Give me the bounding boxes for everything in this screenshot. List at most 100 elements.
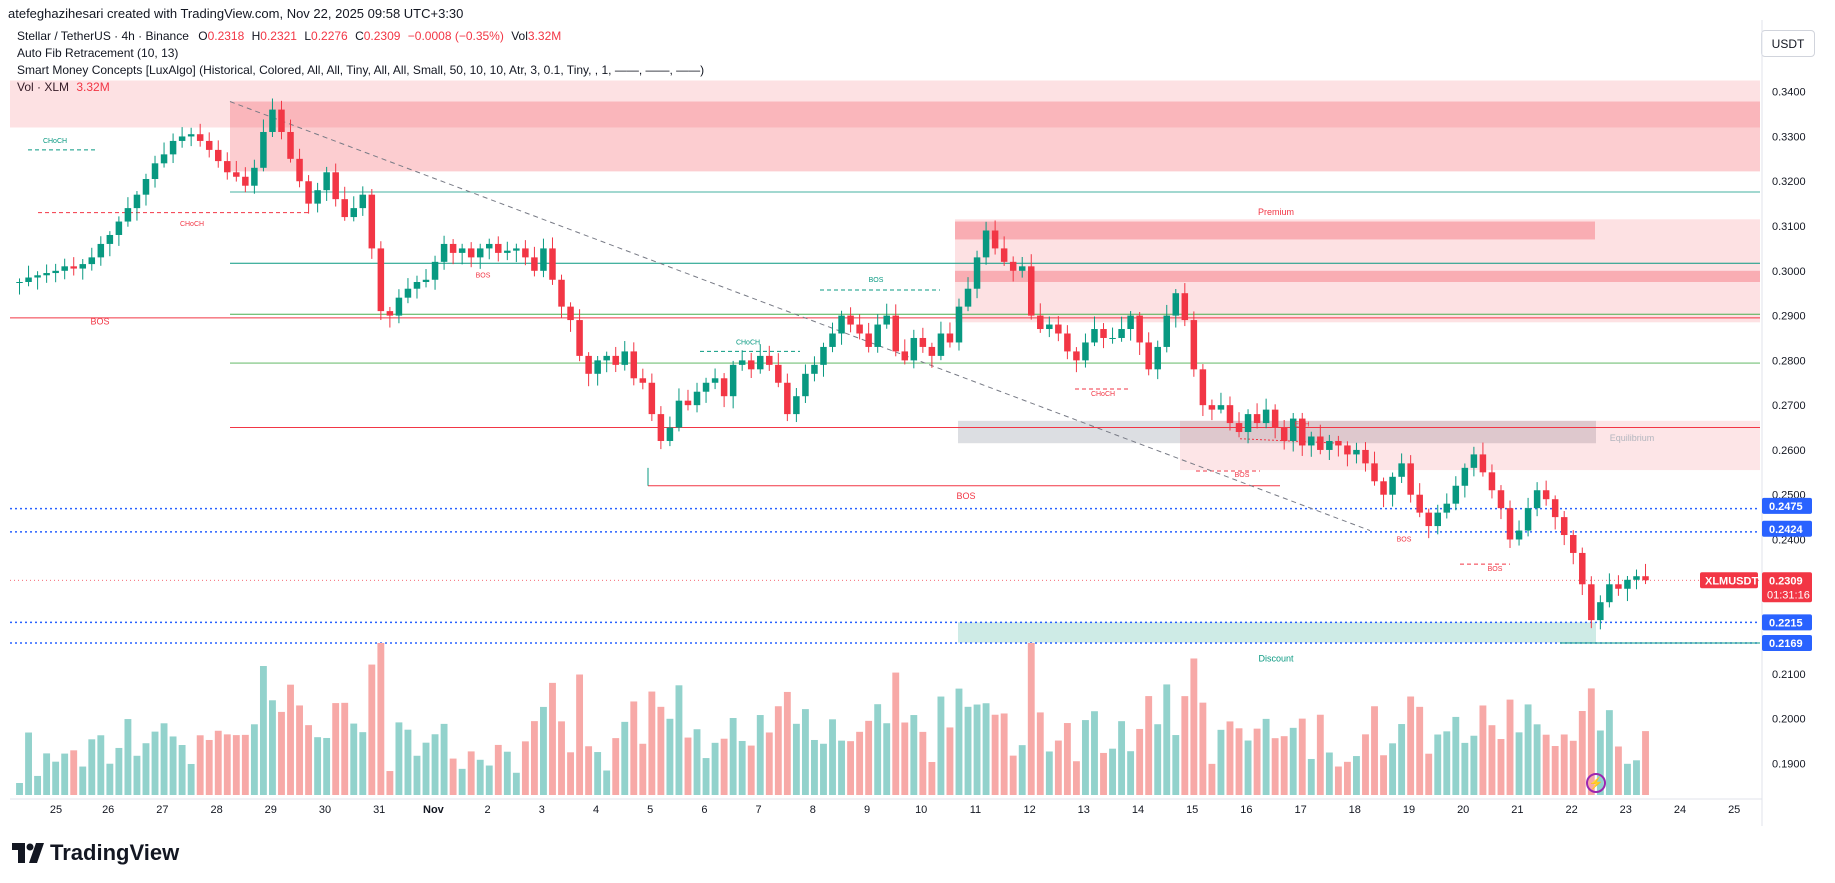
time-tick-label: 12 bbox=[1023, 804, 1035, 816]
volume-bar bbox=[1506, 699, 1514, 795]
volume-bar bbox=[937, 696, 945, 795]
level-badge-label: 0.2215 bbox=[1769, 617, 1803, 629]
ohlc-change: −0.0008 (−0.35%) bbox=[407, 29, 504, 43]
symbol-legend[interactable]: Stellar / TetherUS · 4h · Binance O0.231… bbox=[17, 29, 561, 43]
candle-body bbox=[431, 261, 439, 280]
volume-bar bbox=[1362, 734, 1369, 795]
time-tick-label: 16 bbox=[1240, 804, 1252, 816]
ohlc-open-label: O bbox=[198, 29, 208, 43]
candle-body bbox=[1642, 576, 1649, 581]
candle-body bbox=[531, 257, 538, 271]
candle-body bbox=[937, 333, 945, 356]
candle-body bbox=[1027, 266, 1035, 316]
volume-bar bbox=[278, 711, 285, 795]
candle-body bbox=[79, 264, 87, 269]
volume-bar bbox=[1280, 736, 1288, 795]
candle-body bbox=[1380, 481, 1387, 495]
indicator-smc[interactable]: Smart Money Concepts [LuxAlgo] (Historic… bbox=[17, 63, 705, 77]
candle-body bbox=[1452, 485, 1460, 504]
lightning-icon[interactable]: ⚡ bbox=[1586, 773, 1606, 793]
volume-bar bbox=[521, 741, 529, 795]
candle-body bbox=[1615, 584, 1622, 589]
volume-bar bbox=[883, 723, 891, 795]
candle-body bbox=[1506, 508, 1514, 540]
price-tick-label: 0.3200 bbox=[1772, 176, 1806, 188]
candle-body bbox=[70, 266, 77, 269]
volume-bar bbox=[1009, 755, 1017, 795]
indicator-volume[interactable]: Vol · XLM 3.32M bbox=[17, 80, 110, 94]
volume-bar bbox=[856, 731, 864, 795]
time-tick-label: 11 bbox=[970, 804, 981, 816]
volume-bar bbox=[259, 666, 267, 795]
volume-bar bbox=[494, 744, 502, 795]
tradingview-logo: TradingView bbox=[12, 840, 179, 866]
tradingview-mark-icon bbox=[12, 843, 44, 863]
volume-bar bbox=[1298, 718, 1306, 795]
candle-body bbox=[1335, 440, 1342, 446]
volume-bar bbox=[386, 771, 394, 795]
ohlc-high: 0.2321 bbox=[260, 29, 297, 43]
volume-bar bbox=[747, 745, 755, 795]
volume-bar bbox=[603, 770, 611, 795]
structure-label: CHoCH bbox=[43, 138, 67, 145]
ohlc-low: 0.2276 bbox=[311, 29, 348, 43]
volume-bar bbox=[377, 643, 385, 795]
volume-bar bbox=[594, 752, 602, 795]
volume-bar bbox=[1605, 710, 1613, 795]
candle-body bbox=[1434, 512, 1442, 527]
brand-name: TradingView bbox=[50, 840, 180, 865]
candle-body bbox=[1055, 324, 1062, 334]
candle-body bbox=[1181, 293, 1189, 321]
time-tick-label: 17 bbox=[1294, 804, 1306, 816]
candle-body bbox=[422, 279, 430, 282]
volume-bar bbox=[133, 755, 141, 795]
candle-body bbox=[603, 355, 610, 361]
volume-bar bbox=[612, 738, 620, 795]
candle-body bbox=[1100, 329, 1107, 338]
volume-bar bbox=[792, 723, 800, 795]
time-tick-label: 4 bbox=[593, 804, 599, 816]
price-tick-label: 0.2400 bbox=[1772, 535, 1806, 547]
candle-body bbox=[540, 248, 547, 271]
candle-body bbox=[34, 275, 41, 278]
candle-body bbox=[910, 337, 918, 361]
volume-bar bbox=[314, 737, 322, 795]
candle-body bbox=[1262, 409, 1270, 424]
volume-bar bbox=[440, 723, 448, 795]
candle-body bbox=[1082, 342, 1089, 361]
volume-bar bbox=[1063, 723, 1071, 795]
candle-body bbox=[675, 400, 683, 428]
candle-body bbox=[251, 167, 258, 186]
candle-body bbox=[178, 136, 186, 141]
volume-bar bbox=[395, 722, 403, 795]
candle-body bbox=[61, 266, 68, 271]
ohlc-vol-label: Vol bbox=[511, 29, 528, 43]
candle-body bbox=[233, 172, 240, 177]
volume-bar bbox=[1190, 658, 1198, 795]
candle-body bbox=[811, 364, 818, 374]
indicator-fib[interactable]: Auto Fib Retracement (10, 13) bbox=[17, 46, 179, 60]
currency-button[interactable]: USDT bbox=[1761, 30, 1815, 57]
candle-body bbox=[666, 427, 674, 441]
candle-body bbox=[1551, 499, 1559, 518]
ohlc-close: 0.2309 bbox=[363, 29, 401, 43]
volume-bar bbox=[1407, 696, 1415, 795]
time-tick-label: 24 bbox=[1674, 804, 1686, 816]
volume-bar bbox=[160, 723, 168, 795]
time-tick-label: 18 bbox=[1349, 804, 1361, 816]
candle-body bbox=[25, 277, 32, 282]
volume-bar bbox=[1118, 721, 1126, 795]
candle-body bbox=[856, 324, 863, 334]
volume-bar bbox=[1226, 721, 1234, 795]
volume-bar bbox=[1325, 752, 1333, 795]
candle-body bbox=[756, 355, 764, 370]
candle-body bbox=[766, 355, 773, 365]
volume-bar bbox=[1497, 739, 1505, 795]
candle-body bbox=[495, 243, 502, 253]
price-badge-label: 0.2309 bbox=[1769, 575, 1803, 587]
order-block-2 bbox=[955, 270, 1760, 282]
volume-bar bbox=[205, 739, 213, 795]
candle-body bbox=[395, 297, 403, 316]
candle-body bbox=[648, 382, 656, 415]
